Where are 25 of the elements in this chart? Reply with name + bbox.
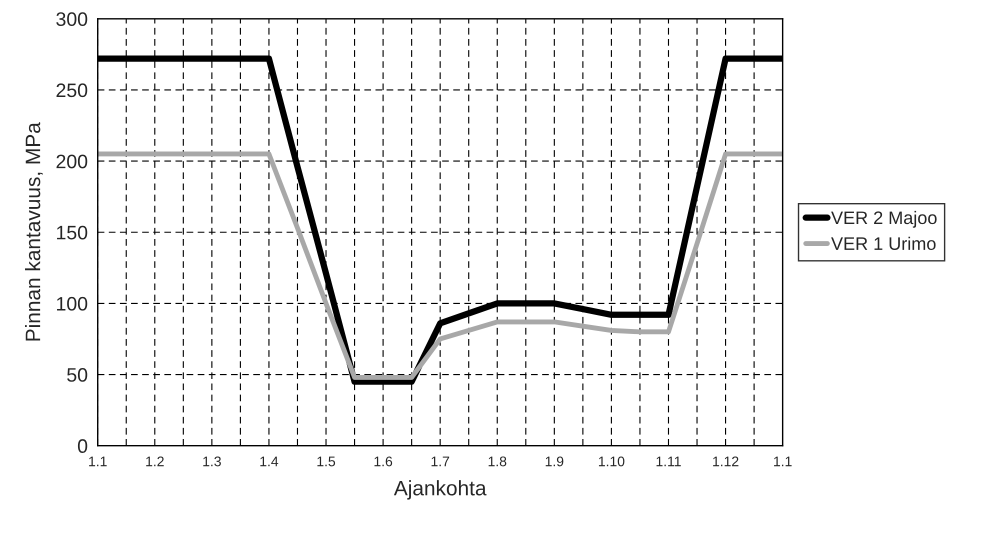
x-tick-label: 1.9 (546, 456, 564, 466)
line-series (98, 152, 783, 380)
x-tick-label: 1.1 (89, 456, 107, 466)
y-tick-label: 250 (56, 83, 88, 98)
x-tick-label: 1.8 (488, 456, 506, 466)
y-tick-label: 50 (67, 368, 88, 382)
x-tick-label: 1.4 (260, 456, 278, 466)
x-tick-label: 1.3 (203, 456, 221, 466)
x-tick-label: 1.6 (374, 456, 392, 466)
x-tick-label: 1.7 (432, 456, 450, 466)
x-tick-label: 1.10 (598, 456, 624, 466)
y-axis-title: Pinnan kantavuus, MPa (25, 122, 43, 341)
x-tick-label: 1.11 (656, 456, 681, 466)
y-tick-label: 300 (56, 12, 88, 26)
y-tick-label: 0 (78, 439, 88, 453)
x-tick-label: 1.12 (713, 456, 738, 466)
x-tick-label: 1.1 (774, 456, 792, 466)
x-tick-label: 1.5 (317, 456, 336, 466)
y-tick-label: 150 (57, 226, 88, 240)
legend-label: VER 1 Urimo (831, 236, 936, 250)
legend-label: VER 2 Majoo (831, 210, 937, 228)
x-tick-label: 1.2 (146, 456, 164, 466)
y-tick-label: 200 (56, 154, 88, 168)
x-axis-title: Ajankohta (394, 480, 487, 500)
y-tick-label: 100 (57, 296, 88, 311)
